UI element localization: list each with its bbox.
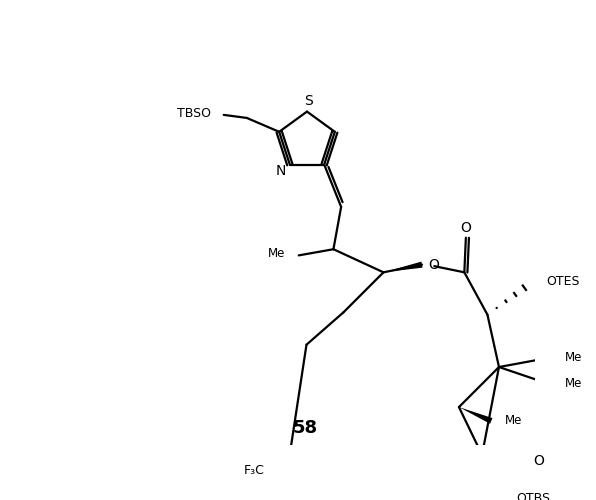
Text: O: O [533,454,545,468]
Text: Me: Me [505,414,523,428]
Text: Me: Me [268,248,285,260]
Text: OTES: OTES [546,275,579,288]
Text: Me: Me [564,378,582,390]
Text: S: S [304,94,313,108]
Text: TBSO: TBSO [178,107,212,120]
Polygon shape [383,262,423,272]
Text: O: O [428,258,439,272]
Text: Me: Me [564,352,582,364]
Text: OTBS: OTBS [517,492,551,500]
Polygon shape [445,495,495,500]
Polygon shape [459,407,492,424]
Text: N: N [275,164,285,177]
Text: 58: 58 [293,419,318,437]
Text: F₃C: F₃C [243,464,264,477]
Text: O: O [461,222,471,235]
